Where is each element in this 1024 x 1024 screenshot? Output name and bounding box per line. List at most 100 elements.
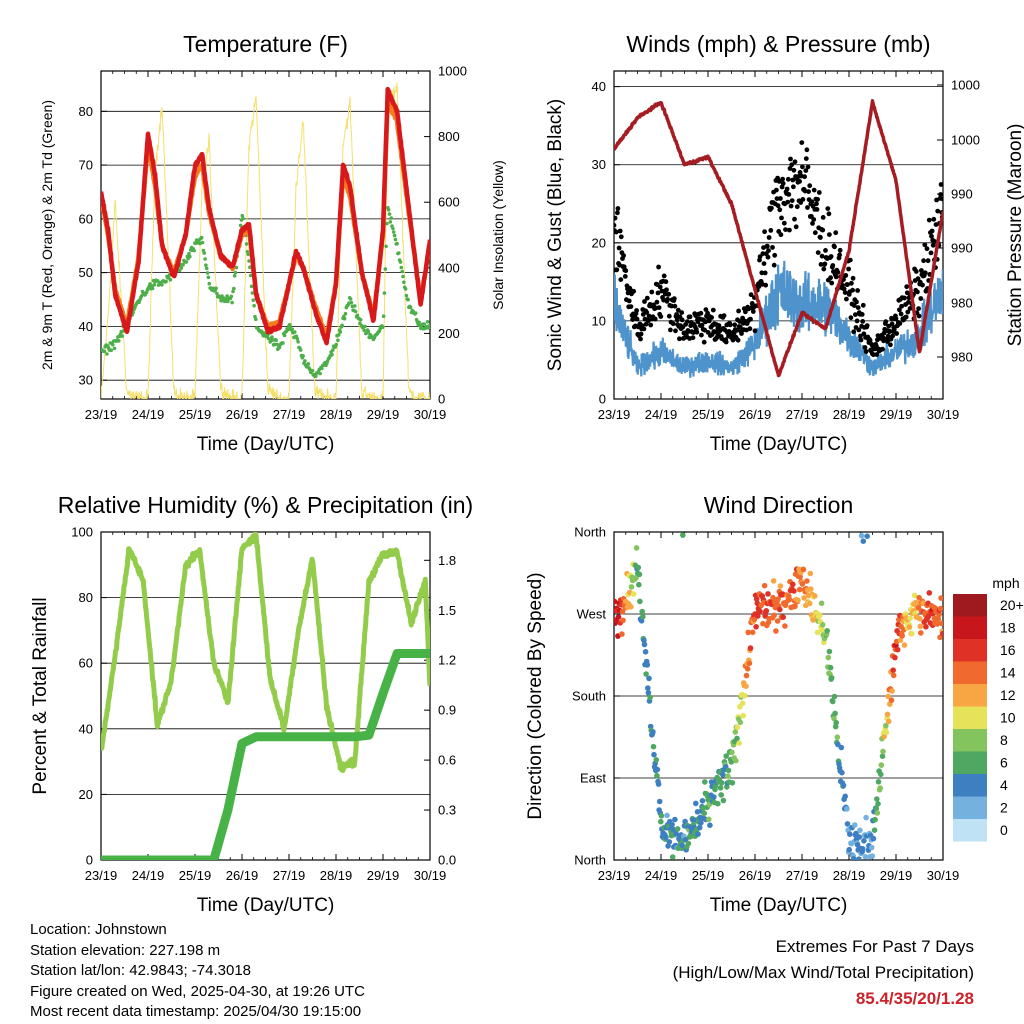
dewpoint-point (422, 322, 427, 326)
gust-point (735, 337, 741, 343)
gust-point (787, 166, 793, 171)
gust-point (792, 159, 798, 165)
x-tick-label: 27/19 (273, 868, 306, 883)
gust-point (617, 228, 623, 234)
gust-point (856, 327, 862, 333)
direction-point (763, 608, 770, 614)
gust-point (828, 275, 833, 281)
x-tick-label: 26/19 (739, 868, 772, 883)
dewpoint-point (338, 330, 343, 334)
y-tick-label: 50 (79, 265, 93, 280)
rh-line (101, 532, 430, 773)
temp-2m-line (101, 86, 430, 346)
gust-point (780, 176, 785, 182)
direction-point (635, 564, 642, 571)
dewpoint-point (272, 342, 277, 347)
gust-point (916, 306, 921, 311)
direction-point (795, 597, 801, 604)
direction-point (672, 816, 678, 823)
direction-point (850, 856, 857, 860)
dewpoint-point (393, 237, 398, 242)
direction-point (863, 814, 869, 821)
direction-point (874, 810, 881, 816)
gust-point (928, 250, 934, 256)
dewpoint-point (310, 369, 315, 373)
gust-point (618, 277, 624, 282)
gust-point (759, 270, 765, 276)
gust-point (925, 258, 931, 264)
panel-1 (100, 70, 431, 400)
gust-point (826, 211, 832, 217)
dewpoint-point (336, 338, 340, 343)
dewpoint-point (296, 340, 300, 344)
dewpoint-point (295, 336, 300, 341)
direction-point (879, 753, 886, 759)
dewpoint-point (120, 334, 124, 338)
x-tick-label: 25/19 (692, 868, 725, 883)
direction-point (899, 633, 905, 639)
direction-point (853, 830, 859, 837)
dewpoint-point (340, 323, 344, 328)
gust-point (710, 307, 716, 313)
x-tick-label: 30/19 (414, 868, 447, 883)
direction-point (888, 697, 895, 703)
legend-swatch (953, 751, 987, 774)
x-tick-label: 27/19 (786, 407, 819, 422)
direction-point (666, 839, 673, 845)
dewpoint-point (391, 230, 396, 234)
direction-point (880, 748, 886, 755)
gust-point (827, 232, 832, 238)
gust-point (787, 227, 792, 233)
gust-point (823, 248, 828, 253)
direction-point (786, 596, 793, 603)
gust-point (694, 329, 700, 335)
gust-point (851, 303, 857, 308)
gust-point (699, 332, 704, 338)
dewpoint-point (187, 251, 191, 256)
gust-point (855, 305, 861, 310)
gust-point (750, 309, 756, 314)
legend-label: 10 (1000, 709, 1016, 725)
gust-point (778, 196, 783, 201)
gust-point (614, 229, 619, 235)
gust-point (785, 199, 791, 205)
gust-point (844, 296, 849, 302)
gust-point (800, 197, 806, 202)
gust-point (654, 299, 660, 305)
gust-point (860, 319, 866, 324)
dewpoint-point (384, 244, 388, 249)
y-axis-label: Direction (Colored By Speed) (525, 572, 546, 819)
direction-point (720, 797, 727, 804)
chart-title: Winds (mph) & Pressure (mb) (626, 31, 930, 57)
direction-point (792, 603, 798, 610)
direction-point (916, 615, 923, 622)
gust-point (821, 266, 827, 272)
dewpoint-point (362, 328, 366, 333)
gust-point (656, 264, 661, 270)
y2-tick-label: 800 (438, 129, 460, 144)
gust-point (809, 199, 815, 205)
gust-point (929, 228, 935, 234)
dewpoint-point (246, 252, 250, 257)
dewpoint-point (298, 348, 303, 352)
legend-swatch (953, 661, 987, 684)
gust-point (658, 314, 664, 319)
gust-point (765, 254, 771, 260)
direction-point (906, 624, 913, 630)
direction-point (723, 753, 729, 759)
direction-point (892, 654, 898, 661)
direction-point (827, 664, 834, 671)
direction-point (753, 624, 759, 630)
gust-point (858, 333, 863, 339)
direction-point (878, 762, 885, 768)
gust-point (670, 321, 676, 327)
gust-point (655, 290, 661, 296)
direction-point (693, 800, 699, 807)
direction-point (669, 821, 675, 828)
dewpoint-point (262, 331, 267, 335)
dewpoint-point (204, 263, 208, 268)
direction-point (646, 675, 652, 682)
gust-point (779, 184, 785, 190)
direction-point (707, 822, 713, 828)
direction-point (830, 698, 836, 705)
